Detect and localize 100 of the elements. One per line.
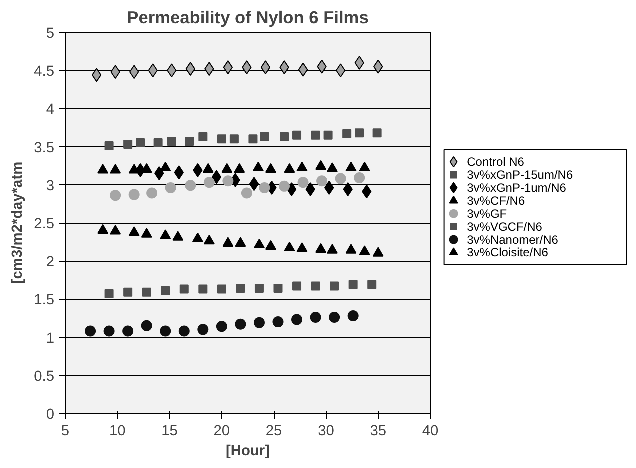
point: [172, 231, 184, 241]
x-tick-label: 20: [214, 424, 230, 440]
legend-label: 3v%VGCF/N6: [467, 220, 543, 234]
point: [259, 182, 270, 194]
point: [241, 188, 252, 199]
point: [122, 326, 134, 337]
point: [265, 163, 276, 174]
point: [284, 242, 296, 252]
point: [124, 140, 133, 150]
y-tick-label: 2: [46, 254, 55, 271]
point: [336, 64, 346, 78]
point: [98, 164, 109, 174]
point: [192, 232, 204, 242]
legend-label: 3v%Cloisite/N6: [467, 246, 549, 260]
point: [346, 244, 357, 254]
point: [298, 177, 309, 188]
point: [335, 173, 346, 184]
point: [296, 242, 308, 252]
point: [185, 136, 194, 146]
point: [248, 134, 258, 144]
point: [124, 288, 133, 297]
point: [359, 246, 370, 256]
point: [216, 321, 228, 332]
point: [212, 170, 222, 184]
point: [272, 316, 284, 328]
point: [249, 177, 260, 192]
x-axis-title: [Hour]: [226, 444, 270, 460]
point: [217, 134, 226, 144]
point: [311, 282, 320, 291]
point: [260, 60, 271, 75]
point: [217, 284, 226, 294]
point: [284, 163, 296, 174]
point: [234, 163, 246, 174]
y-axis-title: [cm3/m2*day*atm: [10, 162, 26, 284]
point: [346, 162, 357, 172]
point: [330, 282, 340, 291]
point: [92, 68, 102, 82]
legend-label: 3v%Nanomer/N6: [467, 232, 559, 247]
y-tick-label: 3.5: [34, 140, 54, 156]
legend-label: Control N6: [467, 155, 525, 170]
point: [254, 317, 265, 328]
point: [372, 128, 382, 138]
x-tick-label: 15: [162, 424, 178, 440]
point: [372, 247, 384, 257]
point: [354, 172, 366, 184]
point: [368, 280, 377, 290]
y-tick-label: 5: [46, 26, 55, 42]
point: [292, 314, 303, 326]
point: [359, 162, 370, 172]
point: [222, 163, 233, 174]
point: [296, 162, 308, 172]
point: [185, 180, 196, 192]
point: [310, 312, 322, 323]
point: [236, 284, 246, 294]
point: [316, 176, 328, 187]
point: [292, 130, 302, 140]
point: [136, 138, 146, 148]
point: [329, 312, 340, 323]
point: [316, 243, 326, 254]
point: [311, 130, 320, 140]
point: [165, 182, 176, 194]
x-tick-label: 5: [61, 424, 70, 440]
point: [292, 282, 302, 291]
point: [110, 164, 122, 174]
point: [222, 237, 234, 247]
point: [85, 326, 96, 337]
point: [141, 320, 152, 332]
point: [110, 225, 122, 235]
point: [104, 142, 114, 151]
x-tick-label: 35: [370, 424, 387, 440]
y-tick-label: 4: [46, 102, 55, 118]
point: [260, 132, 270, 142]
point: [198, 324, 209, 336]
point: [204, 177, 215, 188]
y-tick-label: 4.5: [34, 64, 54, 80]
point: [326, 162, 338, 172]
point: [254, 238, 265, 248]
point: [160, 230, 172, 240]
point: [252, 162, 264, 172]
point: [146, 188, 158, 199]
point: [104, 289, 114, 298]
point: [98, 224, 109, 234]
chart-title: Permeability of Nylon 6 Films: [127, 8, 369, 28]
point: [326, 244, 338, 254]
point: [128, 226, 140, 236]
point: [202, 163, 214, 174]
y-tick-label: 1.5: [34, 292, 54, 309]
point: [110, 190, 122, 202]
point: [274, 284, 283, 294]
point: [174, 166, 184, 180]
point: [167, 136, 176, 146]
point: [235, 318, 246, 330]
point: [324, 130, 333, 140]
point: [180, 284, 189, 294]
x-tick-label: 25: [266, 424, 282, 440]
point: [279, 180, 290, 192]
point: [178, 326, 190, 337]
point: [254, 284, 264, 294]
point: [230, 134, 239, 144]
legend-label: 3v%GF: [467, 206, 508, 221]
